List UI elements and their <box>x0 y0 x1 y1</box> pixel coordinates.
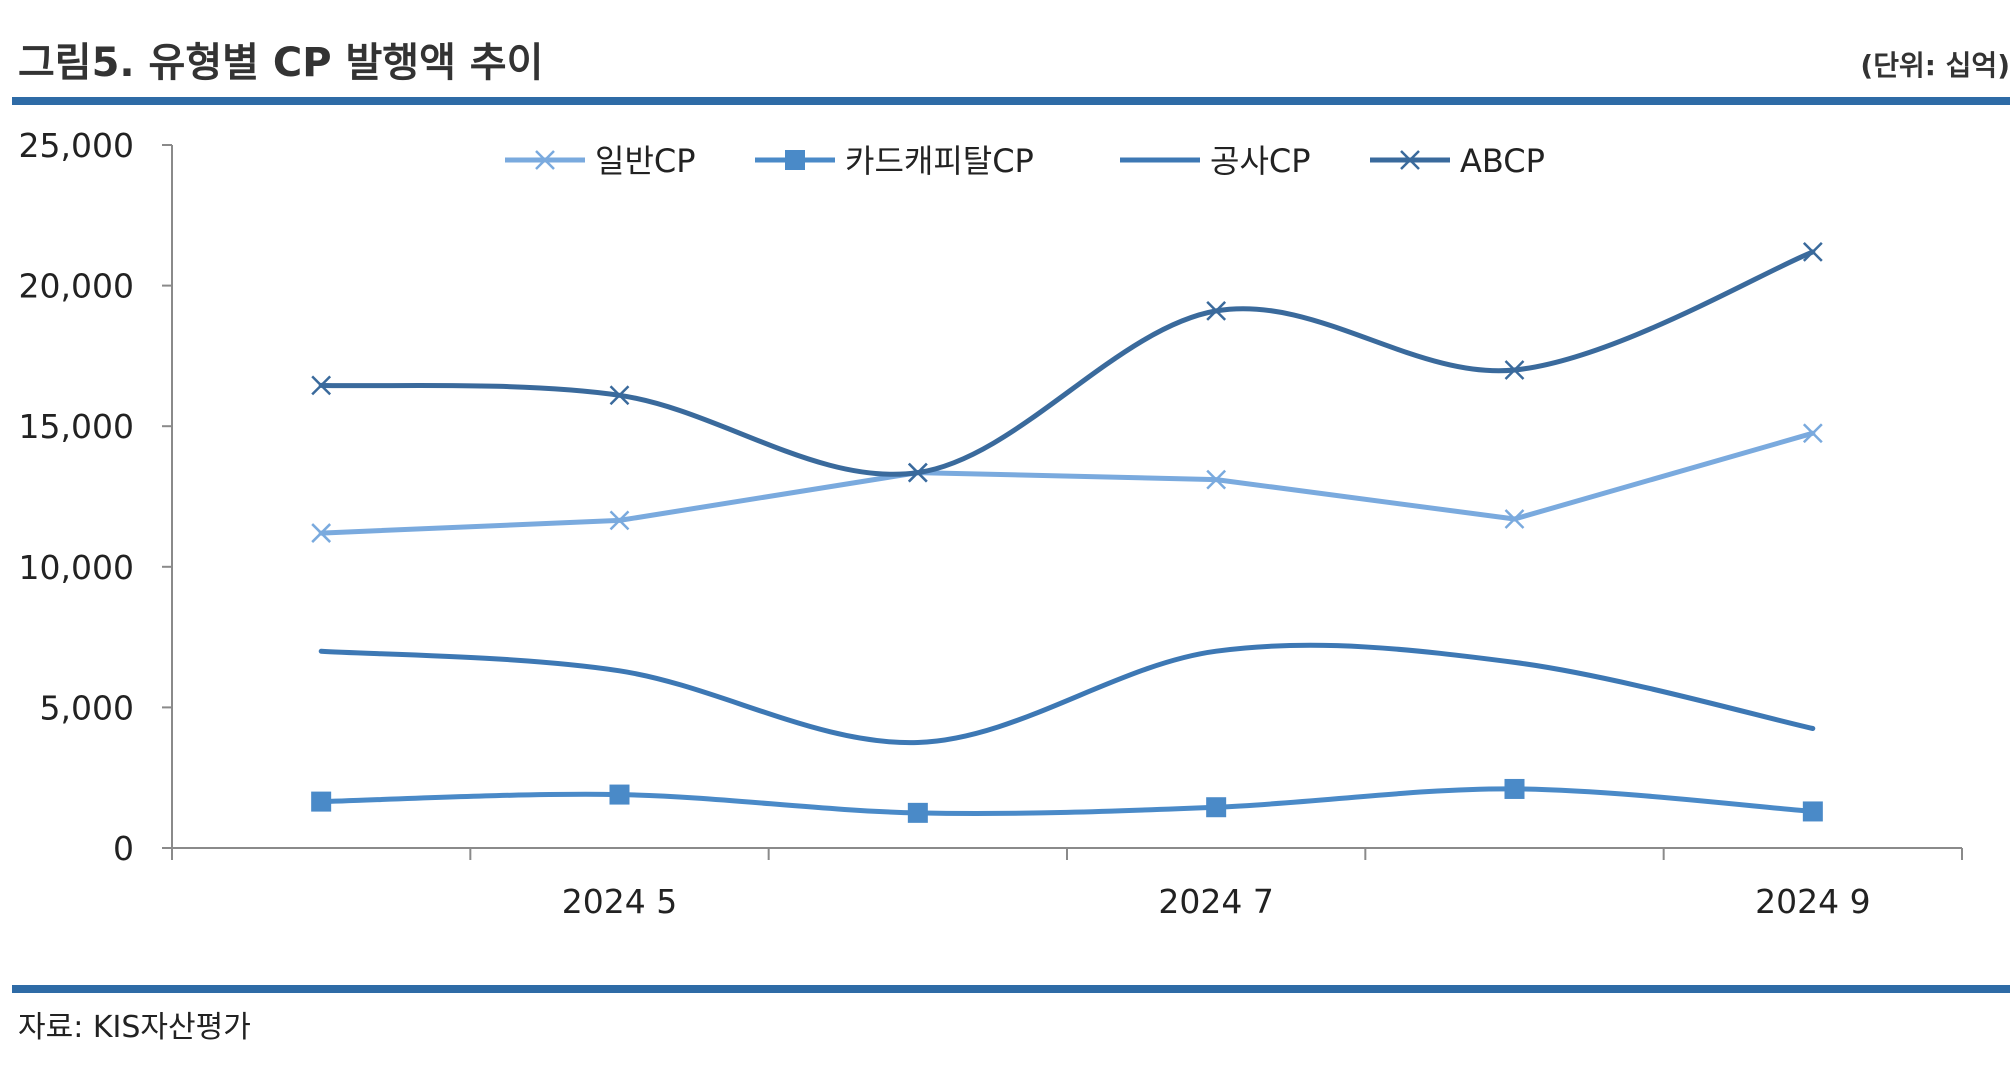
series-2-point-2 <box>609 784 630 805</box>
y-tick-label: 25,000 <box>19 126 134 165</box>
x-marker-stroke <box>1206 469 1227 490</box>
y-tick-label: 10,000 <box>19 548 134 587</box>
series-2-point-3 <box>907 802 928 823</box>
series-2-line <box>318 786 1816 816</box>
x-marker-stroke <box>609 385 630 406</box>
top-divider <box>12 97 2010 105</box>
series-4-point-5 <box>1504 360 1525 380</box>
series-2-point-1 <box>311 791 332 812</box>
series-1-line <box>318 430 1816 536</box>
source-note: 자료: KIS자산평가 <box>18 1010 251 1045</box>
x-marker-stroke <box>1802 423 1823 444</box>
y-tick-label: 20,000 <box>19 267 134 306</box>
x-marker-stroke <box>907 462 928 483</box>
y-tick-label: 0 <box>113 829 134 868</box>
legend-marker-1 <box>535 150 555 170</box>
series-2-point-6 <box>1802 801 1823 822</box>
line-chart: 0 5,000 10,000 15,000 20,000 25,000 2024 5 2024… <box>19 126 1963 921</box>
x-marker-stroke <box>609 510 630 531</box>
legend-label-2: 카드캐피탈CP <box>845 142 1034 180</box>
chart-axes: 0 5,000 10,000 15,000 20,000 25,000 2024 5 2024… <box>19 126 1963 921</box>
y-tick-label: 5,000 <box>40 688 134 727</box>
unit-label: (단위: 십억) <box>1860 49 2010 82</box>
x-tick-label: 2024 7 <box>1158 882 1273 921</box>
series-4-point-3 <box>907 462 928 483</box>
series-4-point-2 <box>609 385 630 406</box>
legend-marker-2 <box>785 150 805 170</box>
chart-legend: 일반CP 카드캐피탈CP 공사CP ABCP <box>505 142 1545 180</box>
series-1-point-4 <box>1206 469 1227 490</box>
x-marker-stroke <box>535 150 555 170</box>
y-tick-label: 15,000 <box>19 407 134 446</box>
series-4-point-1 <box>311 375 332 396</box>
x-marker-stroke <box>311 523 332 543</box>
series-4-point-6 <box>1802 241 1823 262</box>
x-marker-stroke <box>1504 509 1525 529</box>
x-marker-stroke <box>1206 301 1227 321</box>
series-1-point-1 <box>311 523 332 543</box>
x-tick-label: 2024 9 <box>1755 882 1870 921</box>
series-4-point-4 <box>1206 301 1227 321</box>
series-1-point-5 <box>1504 509 1525 529</box>
x-tick-label: 2024 5 <box>562 882 677 921</box>
x-marker-stroke <box>1400 150 1420 170</box>
x-marker-stroke <box>311 375 332 396</box>
x-marker-stroke <box>1802 241 1823 262</box>
legend-marker-4 <box>1400 150 1420 170</box>
legend-label-3: 공사CP <box>1210 142 1311 180</box>
chart-title: 그림5. 유형별 CP 발행액 추이 <box>18 40 544 86</box>
series-2-point-4 <box>1206 797 1227 818</box>
bottom-divider <box>12 985 2010 993</box>
series-4-line <box>318 249 1816 477</box>
x-marker-stroke <box>1504 360 1525 380</box>
legend-label-1: 일반CP <box>595 142 696 180</box>
series-1-point-6 <box>1802 423 1823 444</box>
series-2-point-5 <box>1504 778 1525 799</box>
chart-series <box>311 241 1823 823</box>
series-3-line <box>318 642 1816 746</box>
legend-label-4: ABCP <box>1460 142 1545 180</box>
series-1-point-2 <box>609 510 630 531</box>
